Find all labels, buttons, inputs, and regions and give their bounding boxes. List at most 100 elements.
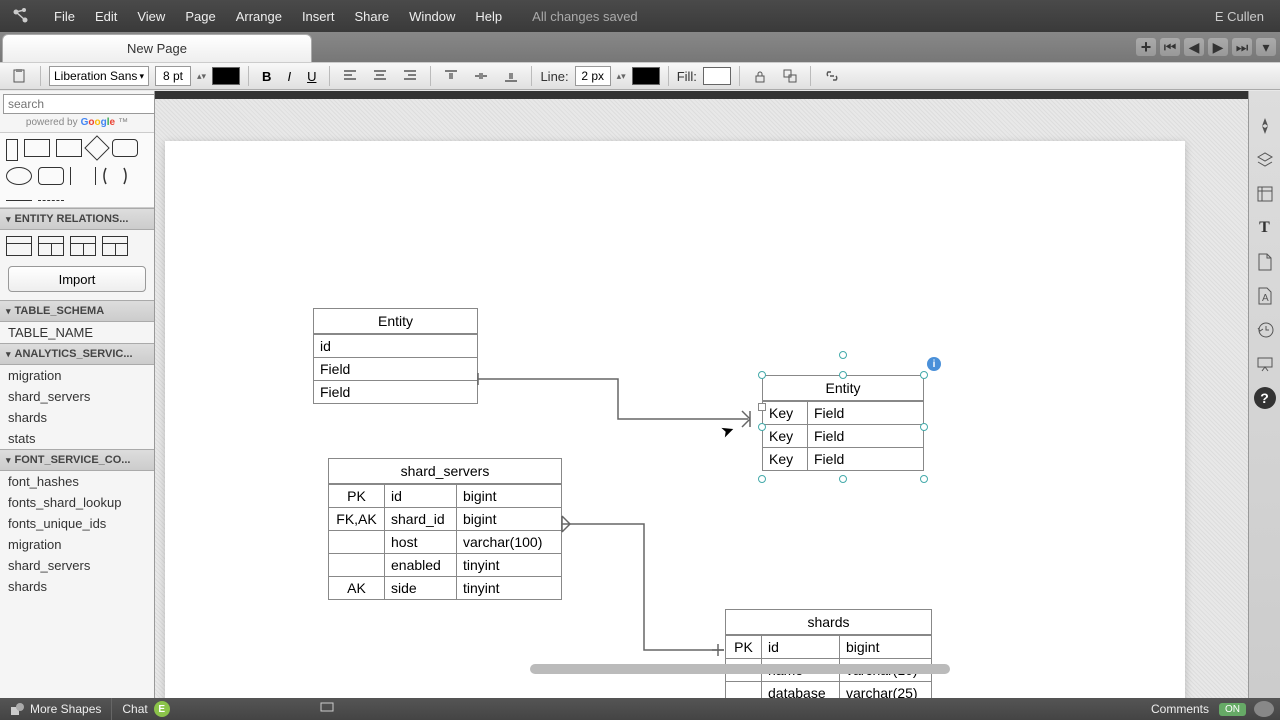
prev-page-button[interactable]: ◀ [1184,38,1204,56]
horizontal-scrollbar[interactable] [530,664,950,674]
erd-entity1[interactable]: Entity id Field Field [313,308,478,404]
menu-insert[interactable]: Insert [292,9,345,24]
menu-file[interactable]: File [44,9,85,24]
menu-help[interactable]: Help [465,9,512,24]
align-right-button[interactable] [398,66,422,86]
tree-stats[interactable]: stats [0,428,154,449]
erd-shard-servers[interactable]: shard_servers PKidbigint FK,AKshard_idbi… [328,458,562,600]
paste-style-button[interactable] [6,66,32,86]
selection-handle[interactable] [758,423,766,431]
presentation-toggle[interactable] [320,701,334,718]
tree-shards2[interactable]: shards [0,576,154,597]
shape-ellipse[interactable] [6,167,32,185]
section-schema[interactable]: TABLE_SCHEMA [0,300,154,322]
shape-rounded[interactable] [112,139,138,157]
shape-paren[interactable] [102,167,128,185]
er-shape-3[interactable] [70,236,96,256]
section-font[interactable]: FONT_SERVICE_CO... [0,449,154,471]
tree-shard-servers[interactable]: shard_servers [0,386,154,407]
underline-button[interactable]: U [302,66,321,86]
more-shapes-button[interactable]: More Shapes [0,698,112,720]
canvas-page[interactable]: Entity id Field Field shard_servers PKid… [165,141,1185,698]
tree-migration[interactable]: migration [0,365,154,386]
tree-migration2[interactable]: migration [0,534,154,555]
tree-font-hashes[interactable]: font_hashes [0,471,154,492]
bold-button[interactable]: B [257,66,276,86]
shape-vrect[interactable] [6,139,18,161]
align-left-button[interactable] [338,66,362,86]
first-page-button[interactable]: ⏮ [1160,38,1180,56]
shape-bracket[interactable] [70,167,96,185]
themes-icon[interactable]: A [1254,285,1276,307]
menu-share[interactable]: Share [344,9,399,24]
tree-fonts-shard-lookup[interactable]: fonts_shard_lookup [0,492,154,513]
valign-mid-button[interactable] [469,66,493,86]
comments-button[interactable]: Comments [1141,702,1219,716]
navigator-icon[interactable] [1254,115,1276,137]
info-badge[interactable]: i [927,357,941,371]
section-analytics[interactable]: ANALYTICS_SERVIC... [0,343,154,365]
canvas-area[interactable]: Entity id Field Field shard_servers PKid… [155,91,1248,698]
selection-handle[interactable] [920,371,928,379]
section-er[interactable]: ENTITY RELATIONS... [0,208,154,230]
menu-window[interactable]: Window [399,9,465,24]
comments-toggle[interactable]: ON [1219,703,1246,716]
selection-handle[interactable] [839,371,847,379]
page-menu-button[interactable]: ▾ [1256,38,1276,56]
er-shape-4[interactable] [102,236,128,256]
rotate-handle[interactable] [839,351,847,359]
tree-shards[interactable]: shards [0,407,154,428]
last-page-button[interactable]: ⏭ [1232,38,1252,56]
history-icon[interactable] [1254,319,1276,341]
page-tab[interactable]: New Page [2,34,312,62]
shape-line[interactable] [6,200,32,201]
shape-rounded2[interactable] [38,167,64,185]
masters-icon[interactable] [1254,183,1276,205]
shape-rect2[interactable] [56,139,82,157]
shape-rect[interactable] [24,139,50,157]
chat-button[interactable]: Chat E [112,698,179,720]
italic-button[interactable]: I [282,66,296,86]
help-icon[interactable]: ? [1254,387,1276,409]
er-shape-1[interactable] [6,236,32,256]
line-width-input[interactable] [575,66,611,86]
import-button[interactable]: Import [8,266,146,292]
selection-handle[interactable] [920,423,928,431]
font-family-select[interactable]: Liberation Sans▾ [49,66,149,86]
shape-diamond[interactable] [84,135,109,160]
erd-shards[interactable]: shards PKidbigint namevarchar(10) databa… [725,609,932,698]
link-button[interactable] [819,66,845,86]
tree-fonts-unique-ids[interactable]: fonts_unique_ids [0,513,154,534]
tree-table-name[interactable]: TABLE_NAME [0,322,154,343]
connection-point[interactable] [758,403,766,411]
text-color-swatch[interactable] [212,67,240,85]
text-icon[interactable]: T [1254,217,1276,239]
selection-handle[interactable] [758,475,766,483]
valign-bot-button[interactable] [499,66,523,86]
shape-search-input[interactable] [3,94,155,114]
erd-entity2-selected[interactable]: Entity KeyField KeyField KeyField [762,375,924,471]
menu-view[interactable]: View [127,9,175,24]
valign-top-button[interactable] [439,66,463,86]
menu-page[interactable]: Page [175,9,225,24]
selection-handle[interactable] [758,371,766,379]
lock-button[interactable] [748,66,772,86]
present-icon[interactable] [1254,353,1276,375]
tree-shard-servers2[interactable]: shard_servers [0,555,154,576]
add-page-button[interactable]: + [1136,38,1156,56]
fill-color-swatch[interactable] [703,67,731,85]
align-center-button[interactable] [368,66,392,86]
shape-dash[interactable] [38,200,64,201]
user-label[interactable]: E Cullen [1215,9,1272,24]
group-button[interactable] [778,66,802,86]
line-color-swatch[interactable] [632,67,660,85]
layers-icon[interactable] [1254,149,1276,171]
selection-handle[interactable] [920,475,928,483]
page-icon[interactable] [1254,251,1276,273]
er-shape-2[interactable] [38,236,64,256]
menu-arrange[interactable]: Arrange [226,9,292,24]
menu-edit[interactable]: Edit [85,9,127,24]
font-size-input[interactable] [155,66,191,86]
selection-handle[interactable] [839,475,847,483]
next-page-button[interactable]: ▶ [1208,38,1228,56]
